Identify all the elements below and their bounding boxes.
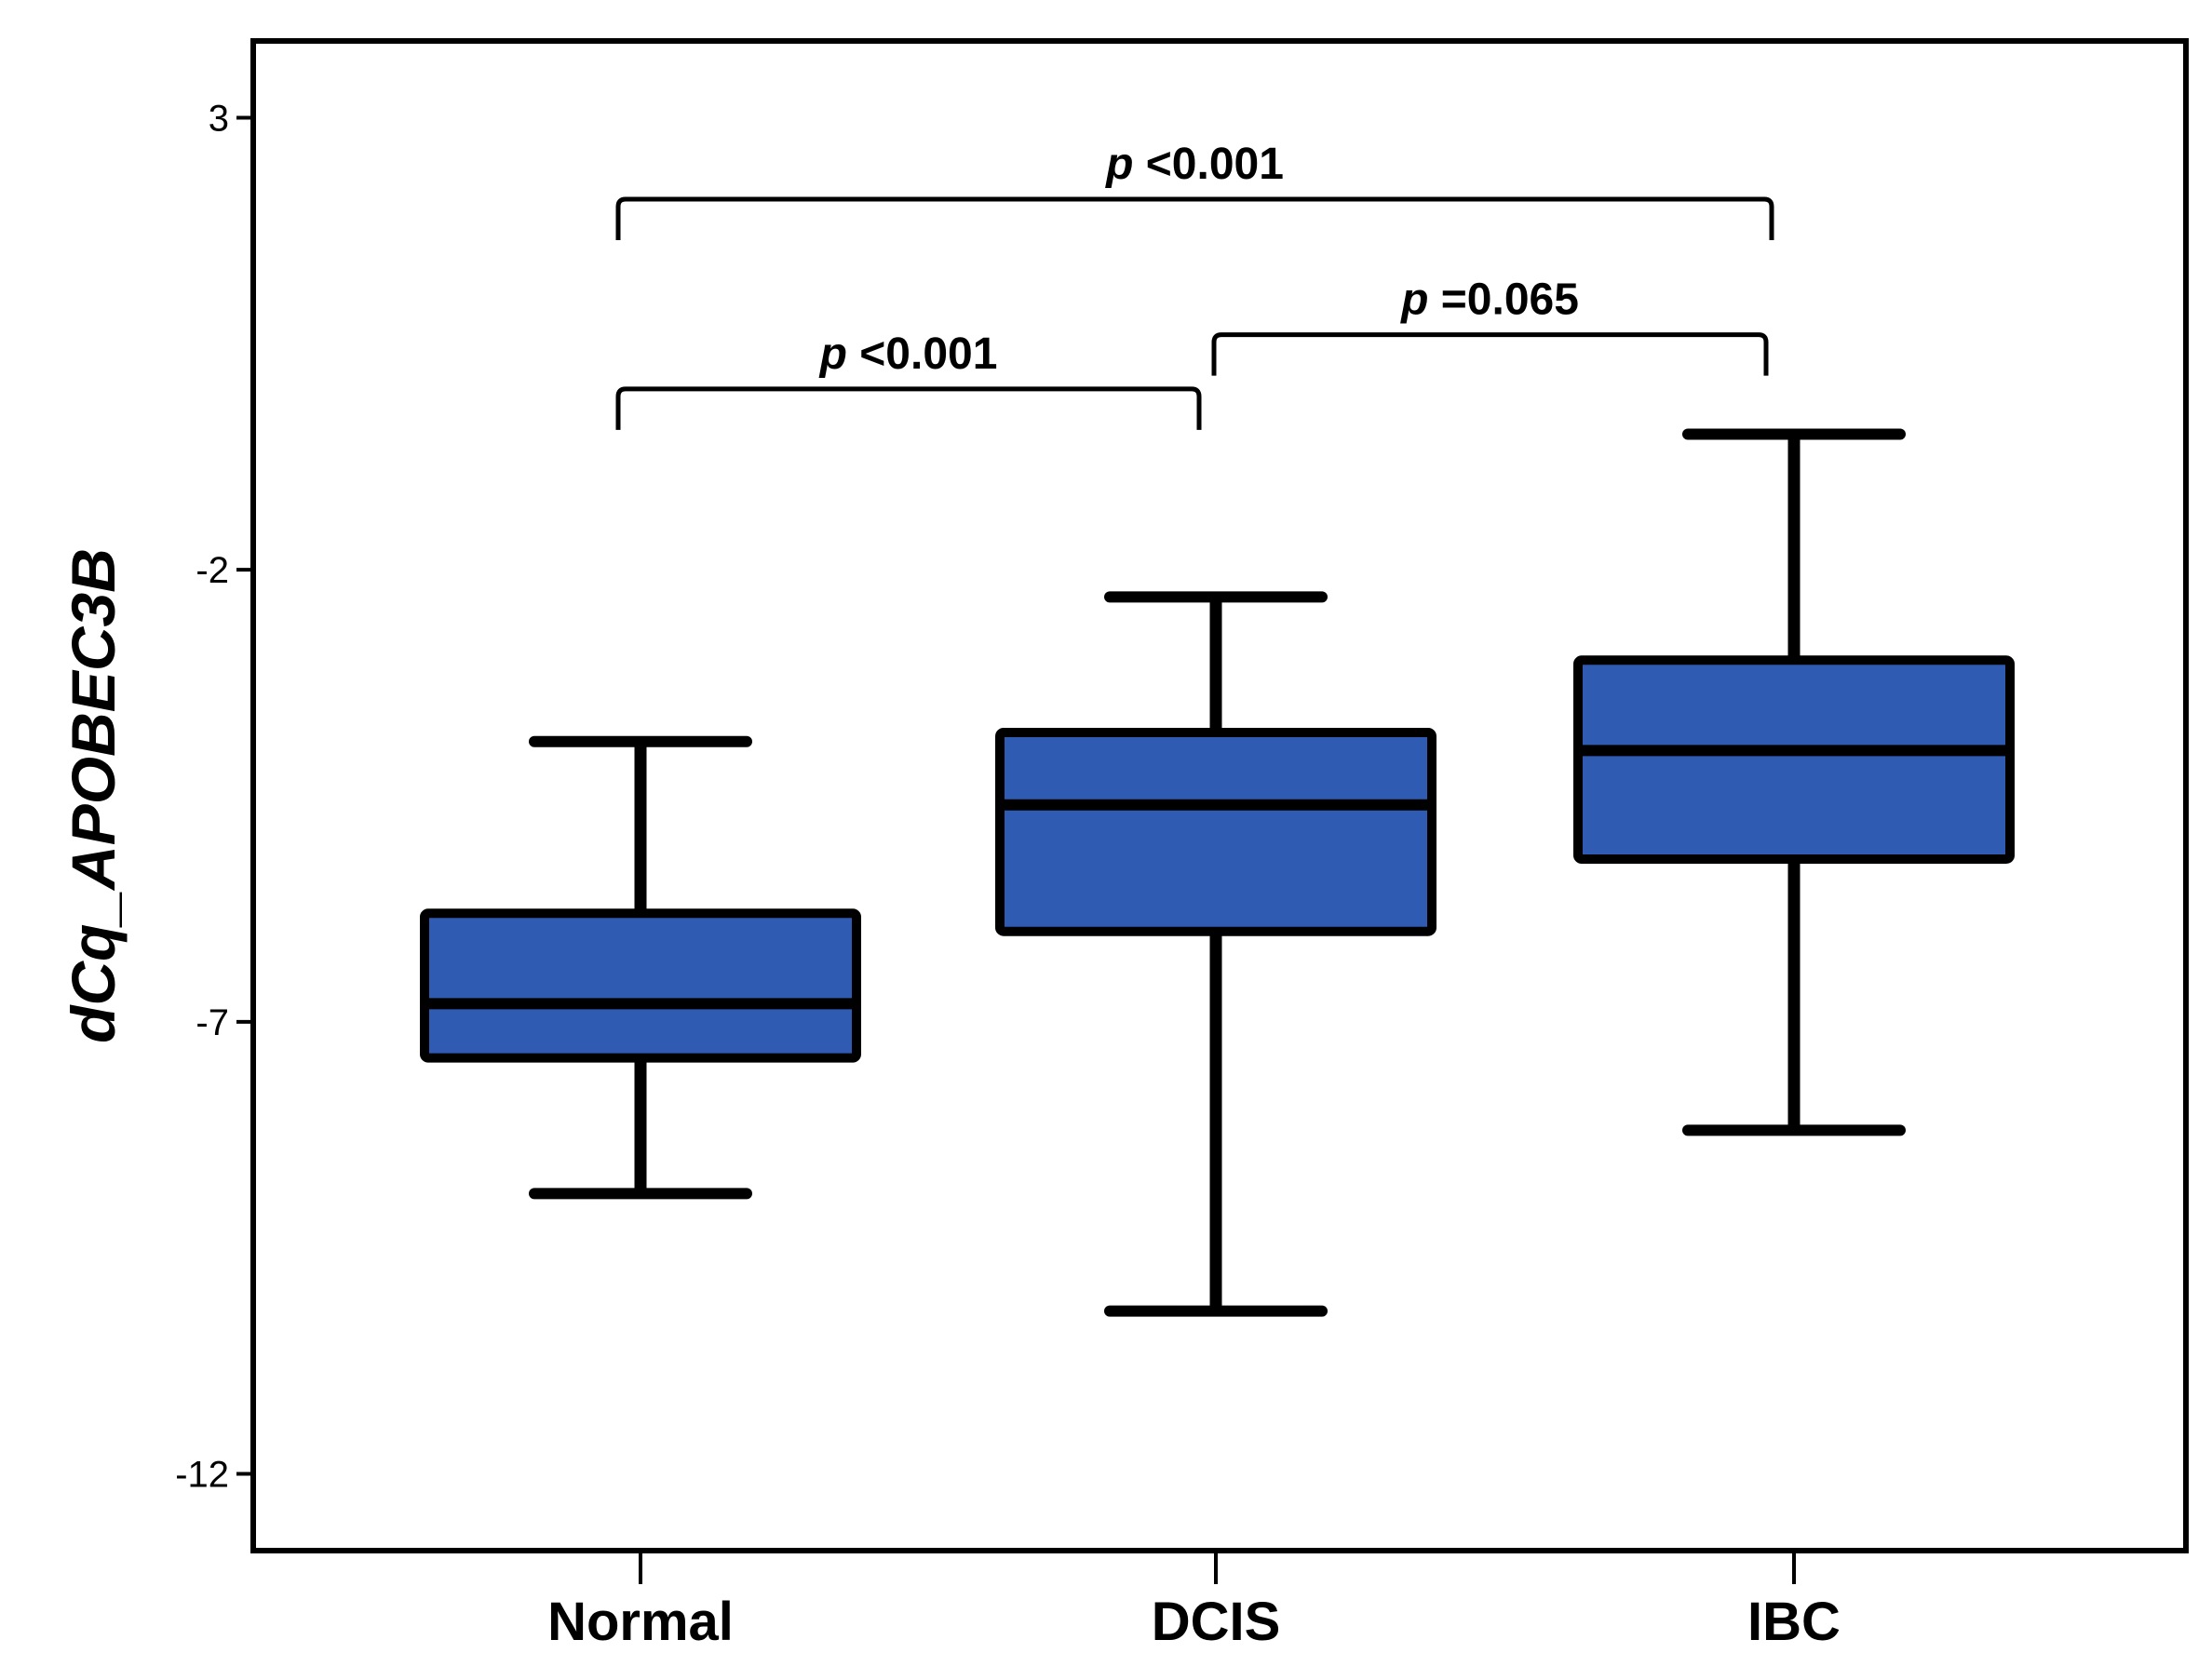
x-axis: Normal DCIS IBC — [547, 1551, 1841, 1652]
y-tick-label: -2 — [196, 550, 229, 591]
box-normal — [420, 735, 861, 1200]
y-axis: 3 -2 -7 -12 — [175, 99, 253, 1495]
p-value-text: <0.001 — [1133, 140, 1283, 189]
y-tick-label: 3 — [209, 99, 229, 140]
box-dcis — [995, 591, 1436, 1317]
p-symbol: p — [1399, 276, 1428, 325]
p-symbol: p — [1104, 140, 1133, 189]
y-tick-label: -12 — [175, 1454, 229, 1495]
bracket-line — [1211, 332, 1769, 376]
p-value-text: =0.065 — [1428, 276, 1578, 325]
p-value-text: <0.001 — [847, 329, 997, 379]
bracket-dcis-ibc: p =0.065 — [1211, 276, 1769, 376]
box-ibc — [1573, 428, 2015, 1136]
iqr-box — [995, 728, 1436, 936]
boxes — [420, 428, 2015, 1317]
p-symbol: p — [818, 329, 847, 379]
plot-frame — [250, 38, 2189, 1553]
bracket-line — [615, 386, 1202, 430]
y-tick-label: -7 — [196, 1002, 229, 1043]
x-tick-label: DCIS — [1152, 1592, 1281, 1652]
bracket-normal-dcis: p <0.001 — [615, 329, 1202, 430]
p-value-label: p <0.001 — [1104, 140, 1284, 189]
bracket-normal-ibc: p <0.001 — [615, 140, 1774, 240]
p-value-label: p =0.065 — [1399, 276, 1579, 325]
x-tick-label: Normal — [547, 1592, 734, 1652]
iqr-box — [420, 908, 861, 1063]
y-axis-label: dCq_APOBEC3B — [59, 548, 128, 1043]
iqr-box — [1573, 655, 2015, 864]
x-tick-label: IBC — [1747, 1592, 1841, 1652]
bracket-line — [615, 196, 1774, 240]
p-value-label: p <0.001 — [818, 329, 998, 379]
